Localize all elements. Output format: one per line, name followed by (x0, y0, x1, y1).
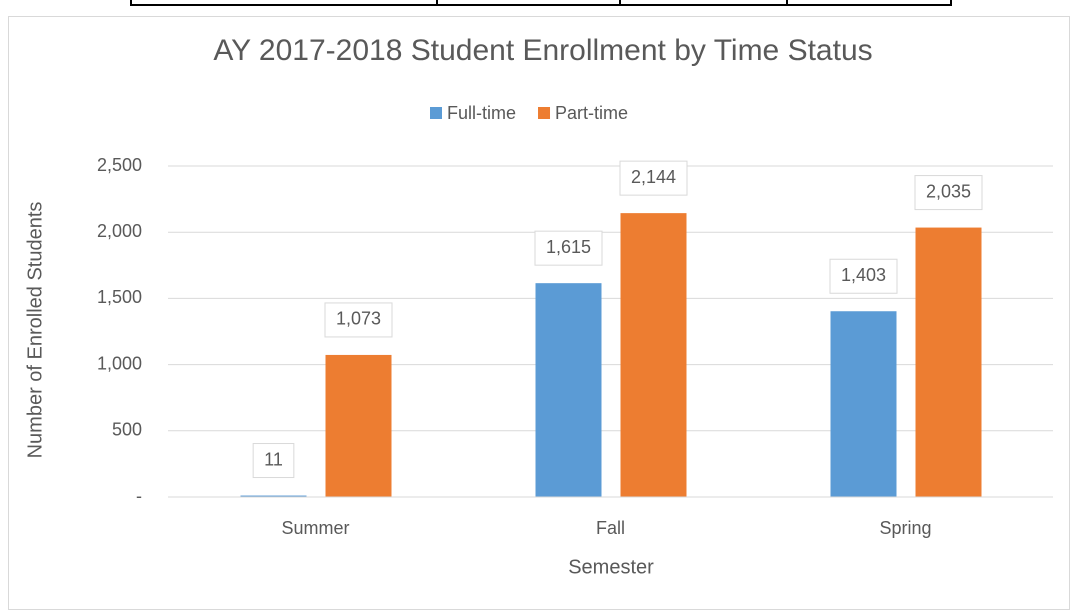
data-label: 2,035 (926, 181, 971, 201)
data-label: 2,144 (631, 167, 676, 187)
y-axis-label: Number of Enrolled Students (24, 202, 46, 459)
data-label-box (534, 230, 603, 266)
bar (915, 227, 982, 498)
y-tick-label: 2,500 (97, 155, 142, 175)
x-tick-label: Summer (281, 518, 349, 538)
data-label: 1,615 (546, 237, 591, 257)
x-axis-label: Semester (568, 556, 654, 578)
legend-swatch (430, 107, 442, 119)
y-tick-label: 500 (112, 420, 142, 440)
bar (830, 311, 897, 497)
bar (240, 495, 307, 498)
data-label-box (619, 160, 688, 196)
legend-label: Part-time (555, 103, 628, 123)
x-tick-label: Fall (596, 518, 625, 538)
bar (535, 283, 602, 497)
data-label-box (829, 258, 898, 294)
table-fragment (130, 0, 952, 6)
y-tick-label: 2,000 (97, 221, 142, 241)
chart-title: AY 2017-2018 Student Enrollment by Time … (213, 34, 872, 67)
data-label: 11 (264, 449, 283, 469)
legend-swatch (538, 107, 551, 119)
data-label-box (324, 302, 393, 338)
bar (325, 354, 392, 497)
legend-label: Full-time (447, 103, 516, 123)
y-tick-label: 1,500 (97, 287, 142, 307)
y-tick-label: 1,000 (97, 353, 142, 373)
data-label: 1,073 (336, 309, 381, 329)
bar (620, 213, 687, 497)
data-label: 1,403 (841, 265, 886, 285)
data-label-box (252, 443, 295, 479)
data-label-box (914, 175, 983, 211)
x-tick-label: Spring (879, 518, 931, 538)
y-tick-label: - (136, 486, 142, 506)
